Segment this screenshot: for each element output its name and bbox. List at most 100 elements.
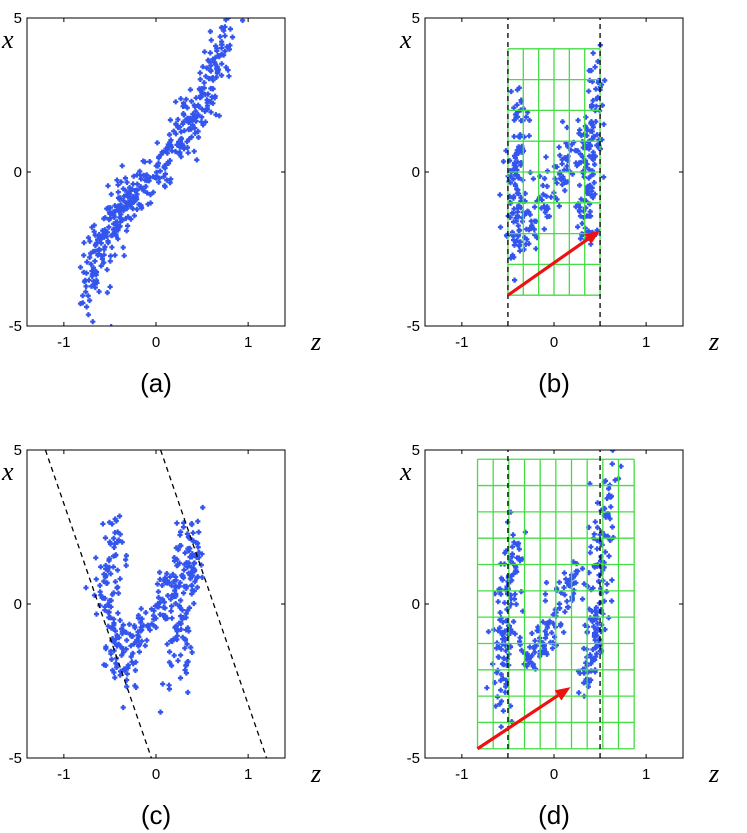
data-point — [90, 319, 96, 325]
data-point — [533, 246, 539, 252]
data-point — [537, 173, 543, 179]
data-point — [510, 252, 516, 258]
data-point — [108, 324, 114, 326]
data-point — [189, 587, 195, 593]
data-point — [532, 204, 538, 210]
data-point — [169, 615, 175, 621]
data-point — [147, 159, 153, 165]
data-point — [88, 283, 94, 289]
data-point — [517, 248, 523, 254]
data-point — [117, 214, 123, 220]
data-point — [516, 175, 522, 181]
data-point — [184, 105, 190, 111]
data-point — [511, 133, 517, 140]
data-point — [192, 104, 198, 110]
data-point — [500, 158, 507, 165]
data-point — [167, 180, 173, 186]
data-point — [115, 189, 121, 195]
data-point — [106, 558, 112, 564]
data-point — [513, 601, 519, 607]
scatter-panel-4: -1 0 1 -5 0 5 z x (d) — [399, 442, 719, 830]
data-point — [124, 684, 130, 690]
data-point — [118, 179, 124, 185]
data-point — [180, 103, 186, 109]
data-point — [139, 638, 145, 644]
y-axis-label: x — [399, 25, 412, 54]
data-point — [586, 175, 592, 181]
data-point — [119, 628, 125, 635]
data-point — [544, 168, 551, 174]
data-point — [497, 610, 503, 616]
data-point — [196, 86, 202, 92]
data-point — [499, 661, 506, 667]
data-point — [96, 233, 102, 239]
data-point — [526, 117, 533, 123]
data-point — [514, 186, 520, 192]
data-point — [559, 182, 565, 188]
data-point — [579, 220, 585, 227]
data-point — [178, 626, 184, 632]
data-point — [177, 620, 183, 626]
data-point — [210, 56, 216, 62]
data-point — [184, 641, 190, 647]
data-point — [147, 175, 153, 181]
data-point — [516, 202, 522, 209]
data-point — [532, 638, 538, 644]
data-point — [562, 592, 568, 598]
data-point — [529, 630, 535, 636]
data-point — [181, 520, 187, 526]
data-point — [576, 690, 582, 696]
data-point — [138, 606, 144, 612]
data-point — [497, 192, 503, 198]
data-point — [171, 128, 177, 134]
data-point — [213, 112, 219, 118]
data-point — [226, 5, 231, 10]
data-point — [108, 604, 114, 610]
data-point — [549, 645, 556, 651]
data-point — [116, 537, 122, 543]
data-point — [115, 610, 121, 616]
data-point — [522, 529, 528, 535]
data-point — [91, 592, 98, 598]
data-point — [83, 283, 89, 289]
data-point — [561, 585, 567, 591]
data-point — [516, 144, 522, 150]
data-point — [554, 196, 560, 202]
data-point — [226, 46, 232, 52]
data-point — [80, 293, 86, 299]
data-point — [132, 683, 138, 689]
data-point — [155, 589, 161, 595]
data-point — [161, 174, 167, 180]
data-point — [519, 218, 526, 225]
data-point — [189, 583, 195, 589]
data-point — [212, 95, 218, 101]
data-point — [500, 708, 506, 714]
data-point — [164, 150, 170, 156]
data-point — [518, 589, 524, 595]
data-point — [173, 99, 179, 105]
data-point — [90, 265, 96, 271]
data-point — [574, 163, 580, 169]
data-point — [108, 233, 115, 239]
data-point — [240, 18, 246, 23]
data-point — [557, 152, 563, 158]
data-point — [189, 574, 195, 580]
data-point — [202, 49, 208, 55]
data-point — [529, 652, 535, 658]
data-point — [161, 599, 167, 605]
point-cluster-2 — [114, 121, 191, 212]
data-point — [540, 649, 546, 656]
data-point — [98, 253, 104, 259]
data-point — [119, 163, 125, 169]
data-point — [511, 153, 518, 159]
data-point — [139, 186, 145, 192]
data-point — [608, 504, 614, 510]
data-point — [107, 258, 113, 264]
data-point — [157, 576, 163, 582]
data-point — [166, 659, 173, 665]
data-point — [540, 182, 546, 189]
data-point — [194, 584, 200, 590]
x-tick-label: 0 — [550, 766, 558, 783]
data-point — [526, 133, 532, 139]
